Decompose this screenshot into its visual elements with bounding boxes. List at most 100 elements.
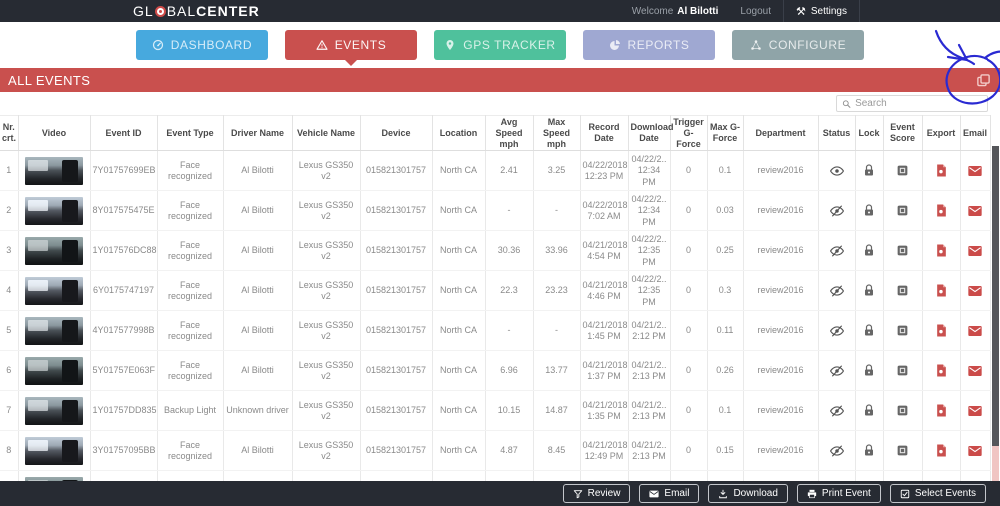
envelope-icon bbox=[649, 490, 660, 497]
lock-icon[interactable] bbox=[863, 164, 875, 177]
video-thumbnail[interactable] bbox=[25, 356, 83, 385]
column-header-max-speed-mph[interactable]: Max Speed mph bbox=[533, 115, 581, 152]
column-header-event-id[interactable]: Event ID bbox=[90, 115, 158, 152]
column-header-vehicle-name[interactable]: Vehicle Name bbox=[292, 115, 361, 152]
column-header-video[interactable]: Video bbox=[18, 115, 91, 152]
video-thumbnail[interactable] bbox=[25, 236, 83, 265]
export-pdf-icon[interactable] bbox=[936, 364, 947, 377]
cell-nr: 8 bbox=[0, 430, 19, 472]
tab-events[interactable]: EVENTS bbox=[285, 30, 417, 66]
email-button[interactable]: Email bbox=[639, 484, 700, 503]
column-header-record-date[interactable]: Record Date bbox=[580, 115, 629, 152]
export-pdf-icon[interactable] bbox=[936, 244, 947, 257]
event-score-icon[interactable] bbox=[896, 444, 909, 457]
video-thumbnail[interactable] bbox=[25, 396, 83, 425]
export-pdf-icon[interactable] bbox=[936, 444, 947, 457]
scrollbar-thumb[interactable] bbox=[992, 146, 999, 446]
status-hidden-eye-slash-icon[interactable] bbox=[829, 205, 844, 217]
search-input[interactable] bbox=[855, 98, 982, 109]
export-pdf-icon[interactable] bbox=[936, 284, 947, 297]
column-header-export[interactable]: Export bbox=[922, 115, 961, 152]
tab-configure[interactable]: CONFIGURE bbox=[732, 30, 864, 60]
status-hidden-eye-slash-icon[interactable] bbox=[829, 445, 844, 457]
column-header-status[interactable]: Status bbox=[818, 115, 856, 152]
cell-location: North CA bbox=[432, 270, 486, 312]
email-icon[interactable] bbox=[968, 245, 982, 256]
video-thumbnail[interactable] bbox=[25, 196, 83, 225]
column-header-trigger-g-force[interactable]: Trigger G-Force bbox=[670, 115, 708, 152]
column-header-email[interactable]: Email bbox=[960, 115, 991, 152]
event-score-icon[interactable] bbox=[896, 364, 909, 377]
tab-gps-tracker[interactable]: GPS TRACKER bbox=[434, 30, 566, 60]
column-header-avg-speed-mph[interactable]: Avg Speed mph bbox=[485, 115, 534, 152]
lock-icon[interactable] bbox=[863, 204, 875, 217]
event-score-icon[interactable] bbox=[896, 244, 909, 257]
email-icon[interactable] bbox=[968, 285, 982, 296]
column-header-department[interactable]: Department bbox=[743, 115, 819, 152]
lock-icon[interactable] bbox=[863, 284, 875, 297]
column-header-max-g-force[interactable]: Max G-Force bbox=[707, 115, 744, 152]
tab-dashboard[interactable]: DASHBOARD bbox=[136, 30, 268, 60]
status-hidden-eye-slash-icon[interactable] bbox=[829, 405, 844, 417]
column-header-device[interactable]: Device bbox=[360, 115, 433, 152]
cell-download-date: 04/21/2.. bbox=[628, 470, 671, 481]
column-header-nr-crt-[interactable]: Nr. crt. bbox=[0, 115, 19, 152]
cell-driver-name: Al Bilotti bbox=[223, 470, 293, 481]
event-score-icon[interactable] bbox=[896, 324, 909, 337]
video-thumbnail[interactable] bbox=[25, 156, 83, 185]
cell-vehicle-name: Lexus GS350 v2 bbox=[292, 430, 361, 472]
lock-icon[interactable] bbox=[863, 324, 875, 337]
tab-label: EVENTS bbox=[334, 38, 387, 52]
tab-reports[interactable]: REPORTS bbox=[583, 30, 715, 60]
event-score-icon[interactable] bbox=[896, 164, 909, 177]
email-icon[interactable] bbox=[968, 325, 982, 336]
status-hidden-eye-slash-icon[interactable] bbox=[829, 245, 844, 257]
status-hidden-eye-slash-icon[interactable] bbox=[829, 325, 844, 337]
column-header-location[interactable]: Location bbox=[432, 115, 486, 152]
lock-icon[interactable] bbox=[863, 404, 875, 417]
cell-location: North CA bbox=[432, 150, 486, 192]
cell-event-id: 1Y01757DD835 bbox=[90, 390, 158, 432]
export-pdf-icon[interactable] bbox=[936, 404, 947, 417]
lock-icon[interactable] bbox=[863, 444, 875, 457]
column-header-event-type[interactable]: Event Type bbox=[157, 115, 224, 152]
download-button[interactable]: Download bbox=[708, 484, 788, 503]
vertical-scrollbar[interactable] bbox=[992, 146, 999, 481]
export-events-icon[interactable] bbox=[976, 73, 991, 88]
export-pdf-icon[interactable] bbox=[936, 164, 947, 177]
select-events-button[interactable]: Select Events bbox=[889, 484, 986, 503]
video-thumbnail[interactable] bbox=[25, 276, 83, 305]
export-pdf-icon[interactable] bbox=[936, 324, 947, 337]
video-thumbnail[interactable] bbox=[25, 476, 83, 481]
status-hidden-eye-slash-icon[interactable] bbox=[829, 365, 844, 377]
email-icon[interactable] bbox=[968, 205, 982, 216]
event-score-icon[interactable] bbox=[896, 204, 909, 217]
video-thumbnail[interactable] bbox=[25, 436, 83, 465]
event-score-icon[interactable] bbox=[896, 284, 909, 297]
status-visible-eye-icon[interactable] bbox=[829, 165, 844, 177]
status-hidden-eye-slash-icon[interactable] bbox=[829, 285, 844, 297]
column-header-lock[interactable]: Lock bbox=[855, 115, 884, 152]
email-icon[interactable] bbox=[968, 165, 982, 176]
cell-max-g-force bbox=[707, 470, 744, 481]
event-score-icon[interactable] bbox=[896, 404, 909, 417]
print-event-button[interactable]: Print Event bbox=[796, 484, 881, 503]
logout-link[interactable]: Logout bbox=[740, 5, 771, 17]
search-box[interactable] bbox=[836, 95, 988, 112]
settings-button[interactable]: ⚒ Settings bbox=[782, 0, 860, 22]
email-icon[interactable] bbox=[968, 445, 982, 456]
cell-video bbox=[18, 430, 91, 472]
email-icon[interactable] bbox=[968, 405, 982, 416]
column-header-driver-name[interactable]: Driver Name bbox=[223, 115, 293, 152]
column-header-event-score[interactable]: Event Score bbox=[883, 115, 923, 152]
export-pdf-icon[interactable] bbox=[936, 204, 947, 217]
page-title-bar: ALL EVENTS bbox=[0, 68, 1000, 92]
video-thumbnail[interactable] bbox=[25, 316, 83, 345]
cell-driver-name: Al Bilotti bbox=[223, 270, 293, 312]
lock-icon[interactable] bbox=[863, 364, 875, 377]
email-icon[interactable] bbox=[968, 365, 982, 376]
column-header-download-date[interactable]: Download Date bbox=[628, 115, 674, 152]
lock-icon[interactable] bbox=[863, 244, 875, 257]
logo-text-pre: GL bbox=[133, 3, 154, 19]
review-button[interactable]: Review bbox=[562, 484, 631, 503]
